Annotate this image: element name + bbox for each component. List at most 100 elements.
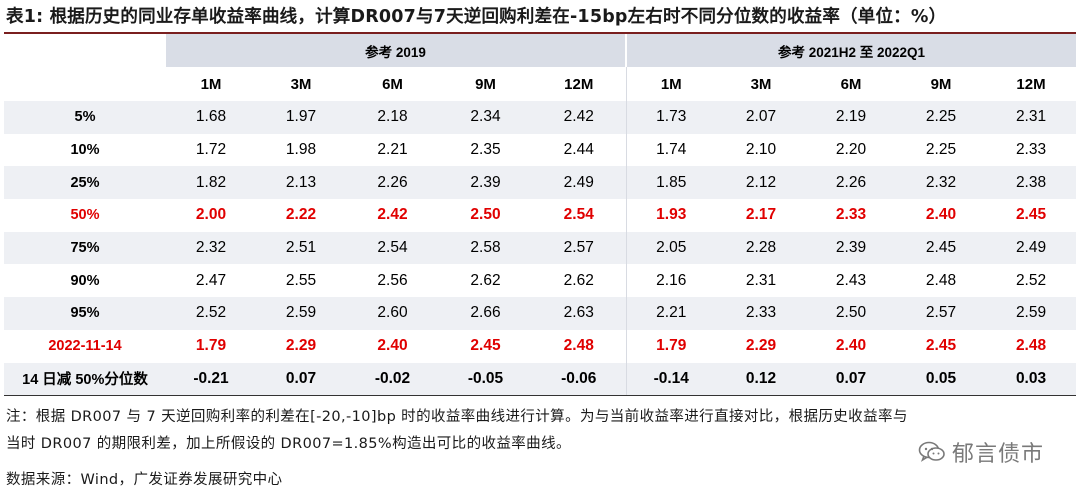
table-row: 95% 2.52 2.59 2.60 2.66 2.63 2.21 2.33 2.50 2.57 2… bbox=[4, 297, 1077, 330]
tenor-header: 3M bbox=[256, 67, 346, 101]
value-cell: -0.02 bbox=[346, 362, 439, 397]
value-cell: 2.66 bbox=[439, 297, 532, 330]
value-cell: 2.48 bbox=[1015, 337, 1047, 355]
value-cell: 2.07 bbox=[716, 101, 806, 134]
value-cell: 2.50 bbox=[470, 206, 501, 224]
value-cell: 2.32 bbox=[896, 166, 986, 200]
value-cell: -0.21 bbox=[166, 362, 256, 397]
value-cell: 2.52 bbox=[1015, 271, 1047, 289]
value-cell: 2.16 bbox=[625, 264, 716, 298]
table-row: 25% 1.82 2.13 2.26 2.39 2.49 1.85 2.12 2.26 2.32 2… bbox=[4, 166, 1077, 200]
value-cell: 1.97 bbox=[256, 101, 346, 134]
value-cell: 0.07 bbox=[806, 362, 896, 397]
tenor-header: 6M bbox=[346, 67, 439, 101]
table-row: 2022-11-14 1.79 2.29 2.40 2.45 2.48 1.79 2.29 2.… bbox=[4, 329, 1076, 363]
value-cell: 1.93 bbox=[625, 199, 716, 232]
value-cell: 2.45 bbox=[1015, 206, 1047, 224]
value-cell: 1.74 bbox=[625, 133, 716, 167]
value-cell: 0.12 bbox=[716, 362, 806, 397]
row-label: 90% bbox=[70, 272, 100, 289]
value-cell: 2.56 bbox=[377, 271, 408, 289]
value-cell: 2.45 bbox=[470, 337, 501, 355]
value-cell: 2.21 bbox=[625, 297, 716, 330]
value-cell: 2.57 bbox=[896, 297, 986, 330]
value-cell: 1.79 bbox=[195, 337, 227, 355]
tenor-header: 3M bbox=[716, 67, 806, 101]
value-cell: 0.03 bbox=[986, 362, 1077, 397]
value-cell: 2.55 bbox=[285, 271, 317, 289]
value-cell: -0.06 bbox=[532, 362, 626, 397]
value-cell: 1.79 bbox=[625, 329, 716, 363]
row-label: 25% bbox=[4, 166, 166, 200]
value-cell: 0.07 bbox=[256, 362, 346, 397]
value-cell: 2.40 bbox=[377, 337, 408, 355]
value-cell: 1.82 bbox=[166, 166, 256, 200]
table-note: 注：根据 DR007 与 7 天逆回购利率的利差在[-20,-10]bp 时的收… bbox=[6, 404, 1076, 458]
value-cell: 2.26 bbox=[346, 166, 439, 200]
value-cell: 2.13 bbox=[256, 166, 346, 200]
value-cell: 1.72 bbox=[195, 141, 227, 159]
row-label: 10% bbox=[70, 142, 100, 159]
corner-cell bbox=[4, 34, 166, 67]
value-cell: 2.40 bbox=[835, 337, 867, 355]
note-line-2: 当时 DR007 的期限利差，加上所假设的 DR007=1.85%构造出可比的收… bbox=[6, 436, 571, 452]
value-cell: 2.48 bbox=[925, 271, 957, 289]
group-header-row: 参考 2019 参考 2021H2 至 2022Q1 bbox=[4, 34, 1077, 67]
value-cell: 2.10 bbox=[745, 141, 777, 159]
value-cell: 2.62 bbox=[563, 271, 594, 289]
table-body: 5% 1.68 1.97 2.18 2.34 2.42 1.73 2.07 2.19 2.25 2.… bbox=[4, 101, 1077, 397]
value-cell: 2.29 bbox=[285, 337, 317, 355]
watermark: 郁言债市 bbox=[918, 437, 1044, 467]
value-cell: 2.22 bbox=[285, 206, 317, 224]
tenor-header: 9M bbox=[896, 67, 986, 101]
value-cell: 2.33 bbox=[835, 206, 867, 224]
value-cell: 2.45 bbox=[925, 337, 957, 355]
row-label: 75% bbox=[4, 231, 166, 265]
value-cell: 2.54 bbox=[563, 206, 594, 224]
value-cell: 2.42 bbox=[532, 101, 626, 134]
tenor-corner bbox=[4, 67, 166, 101]
row-label: 2022-11-14 bbox=[48, 338, 122, 355]
yield-table: 参考 2019 参考 2021H2 至 2022Q1 1M 3M 6M 9M 1… bbox=[4, 34, 1077, 397]
title-rule bbox=[4, 32, 1076, 34]
value-cell: 2.21 bbox=[377, 141, 408, 159]
table-row: 90% 2.47 2.55 2.56 2.62 2.62 2.16 2.31 2.43 2.48 2… bbox=[4, 264, 1076, 298]
tenor-header: 1M bbox=[625, 67, 716, 101]
value-cell: 2.54 bbox=[346, 231, 439, 265]
value-cell: 2.44 bbox=[563, 141, 594, 159]
value-cell: 1.98 bbox=[285, 141, 317, 159]
value-cell: 1.85 bbox=[625, 166, 716, 200]
value-cell: 2.19 bbox=[806, 101, 896, 134]
row-label: 95% bbox=[4, 297, 166, 330]
value-cell: 2.59 bbox=[986, 297, 1077, 330]
watermark-text: 郁言债市 bbox=[951, 442, 1044, 467]
value-cell: 2.59 bbox=[256, 297, 346, 330]
value-cell: 2.45 bbox=[896, 231, 986, 265]
value-cell: 2.49 bbox=[986, 231, 1077, 265]
value-cell: 2.35 bbox=[470, 141, 501, 159]
value-cell: 2.49 bbox=[532, 166, 626, 200]
value-cell: 2.28 bbox=[716, 231, 806, 265]
tenor-header: 1M bbox=[166, 67, 256, 101]
value-cell: 2.05 bbox=[625, 231, 716, 265]
value-cell: -0.05 bbox=[439, 362, 532, 397]
value-cell: 2.48 bbox=[563, 337, 594, 355]
tenor-header-row: 1M 3M 6M 9M 12M 1M 3M 6M 9M 12M bbox=[4, 67, 1077, 101]
value-cell: 2.50 bbox=[806, 297, 896, 330]
row-label: 50% bbox=[70, 207, 100, 224]
value-cell: 2.42 bbox=[377, 206, 408, 224]
value-cell: 2.26 bbox=[806, 166, 896, 200]
value-cell: 1.73 bbox=[625, 101, 716, 134]
value-cell: 2.31 bbox=[745, 271, 777, 289]
value-cell: 2.31 bbox=[986, 101, 1077, 134]
value-cell: 2.58 bbox=[439, 231, 532, 265]
row-label: 5% bbox=[4, 101, 166, 134]
value-cell: 2.25 bbox=[925, 141, 957, 159]
value-cell: 2.39 bbox=[439, 166, 532, 200]
value-cell: 2.18 bbox=[346, 101, 439, 134]
table-row: 10% 1.72 1.98 2.21 2.35 2.44 1.74 2.10 2.20 2.25 2… bbox=[4, 133, 1076, 167]
value-cell: 2.32 bbox=[166, 231, 256, 265]
value-cell: 2.57 bbox=[532, 231, 626, 265]
table-row: 5% 1.68 1.97 2.18 2.34 2.42 1.73 2.07 2.19 2.25 2.… bbox=[4, 101, 1077, 134]
data-source: 数据来源：Wind，广发证券发展研究中心 bbox=[6, 472, 283, 488]
